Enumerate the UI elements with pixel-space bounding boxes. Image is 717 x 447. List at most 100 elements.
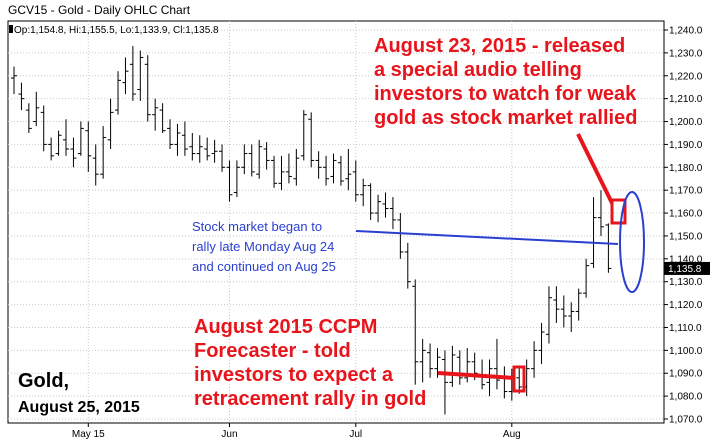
ohlc-bar (360, 178, 367, 207)
ohlc-bar (441, 350, 448, 415)
ohlc-bar (181, 121, 188, 156)
ohlc-bar (196, 135, 203, 163)
blue-ellipse (619, 191, 645, 293)
y-tick-label: 1,100.0 (669, 346, 703, 357)
y-tick-label: 1,230.0 (669, 48, 703, 59)
ohlc-bar (352, 160, 359, 202)
note-bm-line-3: investors to expect a (194, 364, 394, 386)
ohlc-bar (300, 110, 307, 161)
ohlc-bar (538, 322, 545, 365)
ohlc-bar (85, 121, 92, 172)
x-tick-label: Jun (221, 429, 237, 440)
ohlc-bar (256, 139, 263, 179)
ohlc-bar (367, 183, 374, 220)
ohlc-bar (204, 137, 211, 161)
ohlc-bar (553, 286, 560, 323)
red-box-top (610, 198, 627, 225)
ohlc-bar (330, 153, 337, 184)
last-price-marker: 1,135.8 (664, 261, 710, 275)
ohlc-bar (493, 338, 500, 390)
ohlc-bar (115, 71, 122, 115)
ohlc-bar (18, 82, 25, 111)
ohlc-bar (159, 103, 166, 133)
date-label: August 25, 2015 (18, 399, 140, 416)
y-tick-label: 1,090.0 (669, 369, 703, 380)
note-tr-line-2: a special audio telling (374, 59, 582, 81)
ohlc-bar (434, 348, 441, 378)
ohlc-bar (419, 338, 426, 383)
note-blue-line-3: and continued on Aug 25 (192, 259, 336, 274)
ohlc-bar (189, 132, 196, 161)
y-tick-label: 1,110.0 (669, 323, 702, 334)
note-blue-line-2: rally late Monday Aug 24 (192, 239, 334, 254)
ohlc-bar (412, 279, 419, 385)
annotation-shapes (355, 133, 645, 393)
ohlc-bar (516, 366, 523, 394)
ohlc-bar (323, 155, 330, 186)
ohlc-bars (11, 46, 612, 415)
ohlc-bar (597, 190, 604, 236)
ohlc-bar (40, 105, 47, 152)
blue-line (355, 230, 619, 245)
ohlc-bar (233, 160, 240, 198)
ohlc-bar (263, 142, 270, 170)
y-tick-label: 1,080.0 (669, 392, 703, 403)
y-tick-label: 1,130.0 (669, 277, 703, 288)
ohlc-bar (278, 155, 285, 191)
annotation-top-right: August 23, 2015 - released a special aud… (374, 35, 637, 129)
y-tick-label: 1,160.0 (669, 209, 703, 220)
y-tick-label: 1,200.0 (669, 117, 703, 128)
ohlc-bar (129, 46, 136, 101)
ohlc-bar (174, 123, 181, 156)
annotation-blue: Stock market began to rally late Monday … (192, 219, 336, 274)
ohlc-bar (389, 197, 396, 230)
red-box-bottom (512, 365, 526, 393)
note-tr-line-4: gold as stock market rallied (374, 107, 637, 129)
ohlc-bar (144, 55, 151, 122)
annotation-bottom-left: Gold, August 25, 2015 (18, 370, 140, 416)
y-axis: 1,070.0 1,080.0 1,090.0 1,100.0 1,110.0 1,120… (664, 26, 703, 426)
ohlc-bar (25, 103, 32, 133)
y-tick-label: 1,240.0 (669, 26, 703, 37)
ohlc-bar (107, 98, 114, 149)
ohlc-bar (337, 155, 344, 186)
ohlc-bar (427, 343, 434, 378)
ohlc-bar (308, 112, 315, 168)
ohlc-bar (48, 137, 55, 161)
red-arrow-top (576, 133, 614, 204)
ohlc-bar (241, 144, 248, 175)
red-arrow-bottom (437, 371, 515, 380)
ohlc-bar (33, 91, 40, 127)
y-tick-label: 1,140.0 (669, 254, 703, 265)
ohlc-bar (63, 119, 70, 156)
x-tick-label: Jul (349, 429, 362, 440)
note-tr-line-1: August 23, 2015 - released (374, 35, 625, 57)
note-blue-line-1: Stock market began to (192, 219, 322, 234)
note-bm-line-1: August 2015 CCPM (194, 316, 377, 338)
ohlc-bar (449, 345, 456, 387)
ohlc-bar (77, 121, 84, 156)
ohlc-bar (560, 295, 567, 328)
note-bm-line-2: Forecaster - told (194, 340, 351, 362)
ohlc-bar (100, 126, 107, 179)
ohlc-bar (122, 57, 129, 95)
y-tick-label: 1,170.0 (669, 186, 703, 197)
ohlc-bar (345, 148, 352, 191)
note-bm-line-4: retracement rally in gold (194, 388, 426, 410)
x-tick-label: Aug (503, 429, 521, 440)
y-tick-label: 1,220.0 (669, 71, 703, 82)
ohlc-bar (590, 197, 597, 268)
chart-title: GCV15 - Gold - Daily OHLC Chart (8, 3, 191, 17)
y-tick-label: 1,190.0 (669, 140, 703, 151)
y-tick-label: 1,150.0 (669, 231, 703, 242)
ohlc-bar (315, 151, 322, 179)
y-tick-label: 1,210.0 (669, 94, 703, 105)
ohlc-bar (531, 341, 538, 378)
ohlc-bar (545, 286, 552, 344)
annotation-bottom: August 2015 CCPM Forecaster - told inves… (194, 316, 426, 410)
ohlc-bar (293, 148, 300, 186)
ohlc-bar (271, 155, 278, 188)
gold-label: Gold, (18, 370, 69, 392)
ohlc-bar (152, 98, 159, 131)
